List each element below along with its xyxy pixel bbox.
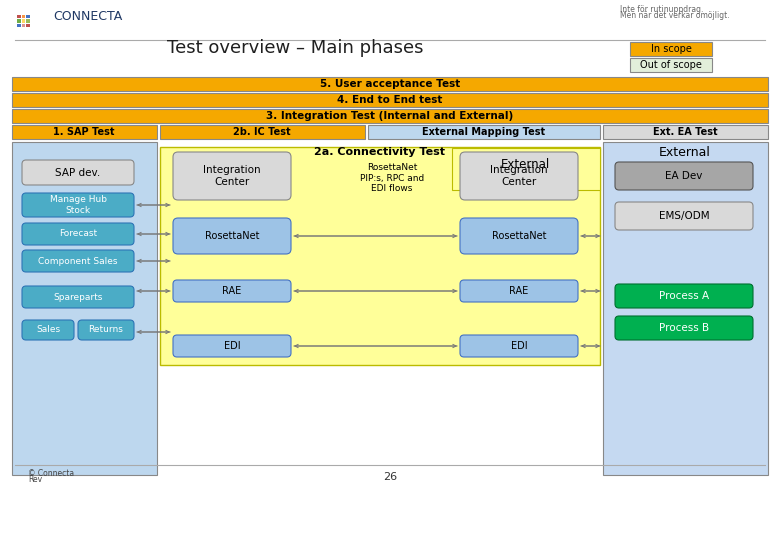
Bar (22, 19, 25, 23)
Bar (12, 125, 157, 139)
Text: Test overview – Main phases: Test overview – Main phases (167, 39, 424, 57)
Bar (12, 109, 768, 123)
Text: Sales: Sales (36, 326, 60, 334)
Text: Integration
Center: Integration Center (203, 165, 261, 187)
Bar (17, 19, 20, 23)
Text: Ext. EA Test: Ext. EA Test (653, 127, 718, 137)
Bar (160, 147, 600, 365)
FancyBboxPatch shape (22, 193, 134, 217)
FancyBboxPatch shape (173, 280, 291, 302)
Text: RosettaNet: RosettaNet (204, 231, 259, 241)
Text: Component Sales: Component Sales (38, 256, 118, 266)
Text: External Mapping Test: External Mapping Test (423, 127, 545, 137)
FancyBboxPatch shape (615, 162, 753, 190)
FancyBboxPatch shape (22, 160, 134, 185)
Bar (12, 142, 157, 475)
Bar (452, 148, 600, 190)
Bar (17, 24, 20, 27)
FancyBboxPatch shape (78, 320, 134, 340)
Text: 4. End to End test: 4. End to End test (337, 95, 443, 105)
Bar (22, 24, 25, 27)
FancyBboxPatch shape (615, 316, 753, 340)
Text: Rev: Rev (28, 476, 42, 484)
Text: 1. SAP Test: 1. SAP Test (53, 127, 115, 137)
Text: © Connecta: © Connecta (28, 469, 74, 477)
Text: 5. User acceptance Test: 5. User acceptance Test (320, 79, 460, 89)
FancyBboxPatch shape (460, 280, 578, 302)
Text: CONNECTA: CONNECTA (53, 10, 122, 23)
Text: RosettaNet
PIP:s, RPC and
EDI flows: RosettaNet PIP:s, RPC and EDI flows (360, 163, 424, 193)
Bar (26, 24, 30, 27)
FancyBboxPatch shape (615, 284, 753, 308)
Text: RAE: RAE (222, 286, 242, 296)
Bar (603, 142, 768, 475)
Text: Out of scope: Out of scope (640, 60, 702, 70)
Text: RosettaNet: RosettaNet (491, 231, 546, 241)
Bar (368, 125, 600, 139)
Text: EDI: EDI (511, 341, 527, 351)
Bar (630, 58, 712, 72)
Bar (26, 19, 30, 23)
FancyBboxPatch shape (460, 152, 578, 200)
Bar (603, 125, 768, 139)
Text: Manage Hub
Stock: Manage Hub Stock (49, 195, 107, 215)
Text: Inte för rutinuppdrag.: Inte för rutinuppdrag. (620, 5, 704, 15)
FancyBboxPatch shape (460, 335, 578, 357)
Text: External: External (502, 159, 551, 172)
Bar (17, 15, 20, 18)
Text: EMS/ODM: EMS/ODM (658, 211, 709, 221)
Text: Returns: Returns (89, 326, 123, 334)
Text: In scope: In scope (651, 44, 691, 54)
FancyBboxPatch shape (173, 152, 291, 200)
Text: Forecast: Forecast (59, 230, 97, 239)
FancyBboxPatch shape (22, 320, 74, 340)
Text: Process A: Process A (659, 291, 709, 301)
Text: RAE: RAE (509, 286, 529, 296)
Bar (160, 125, 365, 139)
Text: 26: 26 (383, 472, 397, 482)
Bar (26, 15, 30, 18)
Text: 2b. IC Test: 2b. IC Test (233, 127, 291, 137)
Text: Integration
Center: Integration Center (490, 165, 548, 187)
FancyBboxPatch shape (22, 286, 134, 308)
Bar (630, 42, 712, 56)
FancyBboxPatch shape (173, 335, 291, 357)
Text: 3. Integration Test (Internal and External): 3. Integration Test (Internal and Extern… (267, 111, 513, 121)
Text: SAP dev.: SAP dev. (55, 168, 101, 178)
Text: Men när det verkar omöjligt.: Men när det verkar omöjligt. (620, 11, 729, 21)
Text: EA Dev: EA Dev (665, 171, 703, 181)
Bar (12, 93, 768, 107)
Text: Spareparts: Spareparts (53, 293, 103, 301)
FancyBboxPatch shape (460, 218, 578, 254)
FancyBboxPatch shape (22, 250, 134, 272)
Text: EDI: EDI (224, 341, 240, 351)
FancyBboxPatch shape (615, 202, 753, 230)
FancyBboxPatch shape (22, 223, 134, 245)
Text: Process B: Process B (659, 323, 709, 333)
Bar (12, 77, 768, 91)
Bar (22, 15, 25, 18)
Text: 2a. Connectivity Test: 2a. Connectivity Test (314, 147, 445, 157)
FancyBboxPatch shape (173, 218, 291, 254)
Text: External: External (659, 145, 711, 159)
